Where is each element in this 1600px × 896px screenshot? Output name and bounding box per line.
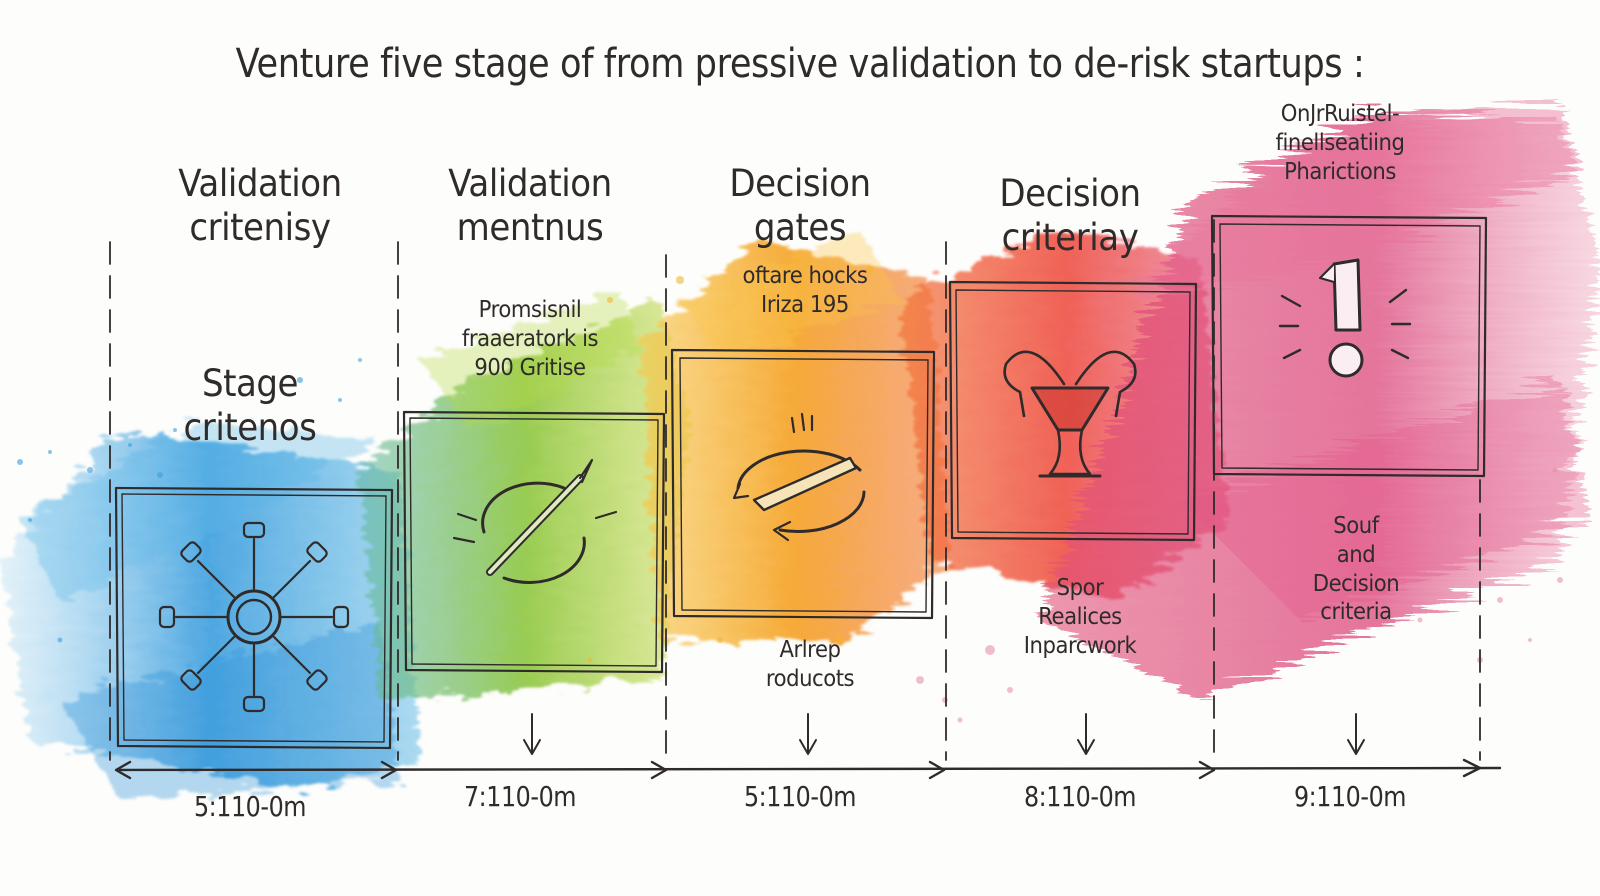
stage-box-1: [114, 486, 394, 750]
heading-line: critenisy: [189, 206, 331, 250]
stage-3-heading: Decision gates: [699, 162, 901, 251]
heading-line: Validation: [448, 162, 612, 205]
trophy-cup-icon: [1003, 350, 1137, 478]
stage-2-note: Promsisnil fraaeratork is 900 Gritise: [438, 296, 622, 382]
heading-line: Decision: [729, 162, 871, 205]
stage-5-caption: Souf and Decision criteria: [1264, 512, 1448, 627]
stage-5-heading: OnJrRuistel- finellseatiing Pharictions: [1248, 100, 1432, 186]
stage-box-3: [670, 348, 936, 620]
stage-4-heading: Decision criteriay: [969, 172, 1171, 261]
stage-3-caption: Arlrep roducots: [718, 636, 902, 694]
caption-line: roducots: [765, 665, 855, 692]
down-arrows: [523, 713, 1365, 755]
note-line: oftare hocks: [742, 263, 868, 289]
stage-1-time: 5:110-0m: [193, 790, 307, 823]
stage-4-caption: Spor Realices Inparcwork: [988, 574, 1172, 660]
gear-hub-icon: [158, 521, 350, 713]
stage-1-note: Stage critenos: [158, 362, 342, 451]
caption-line: Spor: [1056, 575, 1104, 601]
exclamation-icon: [1278, 258, 1412, 378]
caption-line: Realices: [1038, 603, 1122, 630]
stage-5-time: 9:110-0m: [1293, 780, 1407, 813]
stage-2-time: 7:110-0m: [463, 780, 577, 813]
blue-splatter: [17, 358, 362, 643]
heading-line: criteriay: [1001, 216, 1139, 260]
heading-line: Decision: [999, 172, 1141, 215]
caption-line: Arlrep: [779, 637, 841, 663]
stage-box-4: [948, 280, 1198, 542]
stage-dividers: [109, 219, 1481, 761]
rotate-arrow-icon: [732, 412, 866, 542]
stage-2-heading: Validation mentnus: [420, 162, 641, 251]
heading-line: OnJrRuistel-: [1280, 101, 1400, 127]
note-line: Iriza 195: [761, 291, 849, 318]
caption-line: and: [1336, 541, 1376, 568]
stage-3-note: oftare hocks Iriza 195: [708, 262, 901, 320]
stage-box-2: [402, 410, 666, 674]
stage-3-time: 5:110-0m: [743, 780, 857, 813]
timeline-arrow: [114, 758, 1502, 780]
caption-line: Decision: [1312, 570, 1400, 597]
pencil-cycle-icon: [452, 458, 618, 584]
heading-line: Pharictions: [1284, 158, 1396, 185]
stage-box-5: [1210, 214, 1488, 478]
heading-line: Validation: [178, 162, 342, 205]
caption-line: criteria: [1320, 599, 1392, 626]
heading-line: mentnus: [456, 206, 604, 250]
stage-1-heading: Validation critenisy: [150, 162, 371, 251]
note-line: critenos: [183, 406, 317, 450]
caption-line: Inparcwork: [1023, 632, 1137, 659]
heading-line: finellseatiing: [1275, 129, 1405, 156]
note-line: Stage: [201, 362, 299, 405]
note-line: 900 Gritise: [474, 354, 586, 381]
note-line: Promsisnil: [478, 297, 582, 323]
diagram-title: Venture five stage of from pressive vali…: [235, 41, 1365, 87]
note-line: fraaeratork is: [461, 325, 599, 352]
stage-4-time: 8:110-0m: [1023, 780, 1137, 813]
heading-line: gates: [753, 206, 847, 250]
caption-line: Souf: [1333, 513, 1379, 539]
